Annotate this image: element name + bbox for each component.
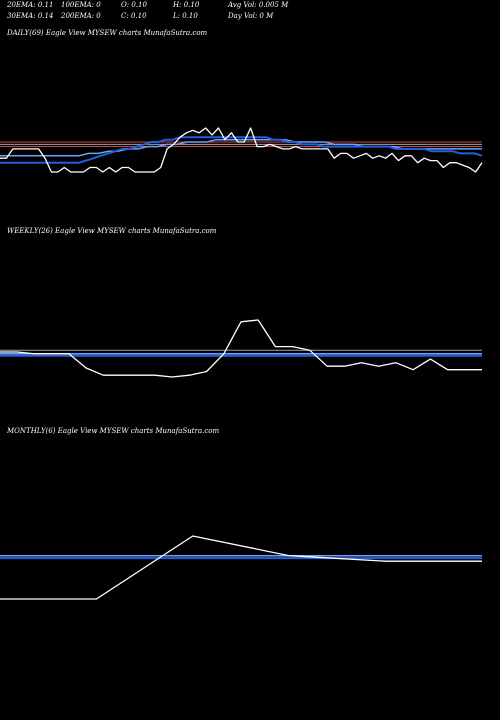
high-readout: H: 0.10 <box>173 1 200 9</box>
price-line <box>0 535 482 600</box>
avg-vol-readout: Avg Vol: 0.005 M <box>228 1 289 9</box>
price-line <box>0 319 482 378</box>
daily-chart <box>0 127 483 173</box>
monthly-chart <box>0 535 482 600</box>
ema100-readout: 100EMA: 0 <box>61 1 101 9</box>
low-readout: L: 0.10 <box>173 12 198 20</box>
monthly-chart-title: MONTHLY(6) Eagle View MYSEW charts Munaf… <box>7 427 220 435</box>
weekly-chart <box>0 319 482 378</box>
ema200-readout: 200EMA: 0 <box>61 12 101 20</box>
close-readout: C: 0.10 <box>121 12 147 20</box>
daily-chart-title: DAILY(69) Eagle View MYSEW charts Munafa… <box>7 29 208 37</box>
ema30-readout: 30EMA: 0.14 <box>7 12 54 20</box>
ema20-readout: 20EMA: 0.11 <box>7 1 54 9</box>
price-line <box>0 127 483 173</box>
ema-line-1 <box>0 136 483 164</box>
open-readout: O: 0.10 <box>121 1 147 9</box>
day-vol-readout: Day Vol: 0 M <box>228 12 274 20</box>
weekly-chart-title: WEEKLY(26) Eagle View MYSEW charts Munaf… <box>7 227 217 235</box>
